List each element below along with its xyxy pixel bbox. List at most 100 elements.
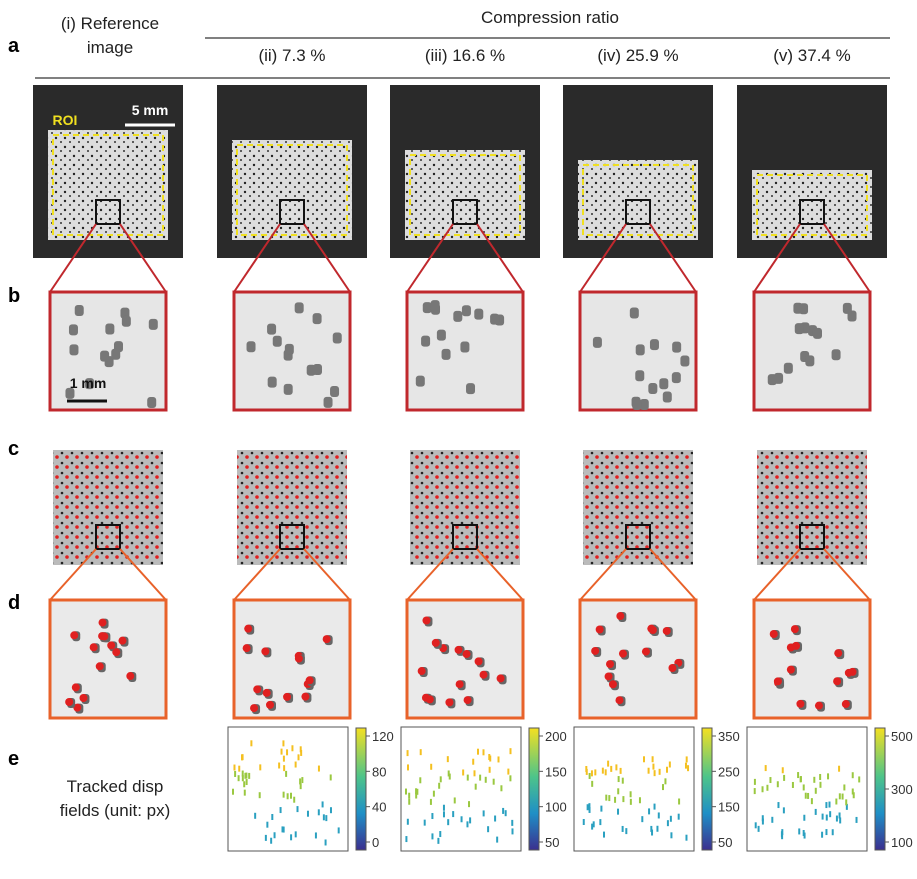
tracked-point bbox=[99, 619, 107, 627]
tracked-point bbox=[791, 625, 799, 633]
colorbar-tick-label: 50 bbox=[545, 835, 559, 850]
tracked-point bbox=[668, 664, 676, 672]
speckle bbox=[650, 339, 659, 350]
speckle bbox=[324, 397, 333, 408]
tracked-point bbox=[263, 689, 271, 697]
colorbar-tick-label: 50 bbox=[718, 835, 732, 850]
tracked-point bbox=[283, 693, 291, 701]
speckle bbox=[295, 302, 304, 313]
speckle bbox=[313, 313, 322, 324]
speckle bbox=[453, 311, 462, 322]
speckle bbox=[813, 328, 822, 339]
tracked-point bbox=[96, 662, 104, 670]
tracked bbox=[237, 450, 347, 565]
tracked bbox=[410, 450, 520, 565]
colorbar-tick-label: 100 bbox=[545, 800, 567, 815]
panel-label: d bbox=[8, 592, 20, 615]
plot bbox=[747, 727, 867, 851]
tracked-point bbox=[306, 676, 314, 684]
speckle bbox=[795, 323, 804, 334]
tracked-point bbox=[615, 696, 623, 704]
speckle bbox=[267, 324, 276, 335]
panel-label: a bbox=[8, 35, 19, 58]
tracked-point bbox=[456, 680, 464, 688]
speckle bbox=[648, 383, 657, 394]
plot bbox=[401, 727, 521, 851]
tracked-point bbox=[301, 693, 309, 701]
column-header: (iv) 25.9 % bbox=[558, 46, 718, 66]
speckle bbox=[672, 372, 681, 383]
speckle bbox=[774, 373, 783, 384]
speckle bbox=[659, 378, 668, 389]
sample bbox=[405, 150, 525, 240]
speckle bbox=[421, 336, 430, 347]
colorbar-tick-label: 40 bbox=[372, 800, 386, 815]
tracked-point bbox=[100, 632, 108, 640]
tracked-point bbox=[605, 672, 613, 680]
tracked-point bbox=[90, 643, 98, 651]
tracked-point bbox=[432, 639, 440, 647]
speckle bbox=[75, 305, 84, 316]
panel-label: e bbox=[8, 748, 19, 771]
colorbar-tick-label: 500 bbox=[891, 729, 913, 744]
speckle bbox=[147, 397, 156, 408]
tracked-point bbox=[250, 704, 258, 712]
tracked-point bbox=[663, 627, 671, 635]
tracked-point bbox=[65, 698, 73, 706]
tracked-point bbox=[475, 657, 483, 665]
speckle bbox=[273, 336, 282, 347]
speckle bbox=[636, 344, 645, 355]
speckle bbox=[111, 349, 120, 360]
tracked-point bbox=[422, 616, 430, 624]
speckle bbox=[490, 314, 499, 325]
speckle bbox=[460, 341, 469, 352]
tracked-point bbox=[849, 668, 857, 676]
scale-label: 5 mm bbox=[120, 102, 180, 118]
tracked-point bbox=[244, 625, 252, 633]
tracked-point bbox=[295, 655, 303, 663]
plot bbox=[574, 727, 694, 851]
tracked bbox=[583, 450, 693, 565]
sample bbox=[752, 170, 872, 240]
speckle bbox=[466, 383, 475, 394]
speckle bbox=[69, 324, 78, 335]
tracked-point bbox=[833, 677, 841, 685]
tracked-point bbox=[72, 683, 80, 691]
tracked-point bbox=[112, 648, 120, 656]
speckle bbox=[149, 319, 158, 330]
tracked-point bbox=[787, 666, 795, 674]
tracked-point bbox=[243, 644, 251, 652]
tracked-point bbox=[596, 625, 604, 633]
tracked-point bbox=[79, 694, 87, 702]
speckle bbox=[333, 332, 342, 343]
speckle bbox=[799, 303, 808, 314]
colorbar-tick-label: 200 bbox=[545, 729, 567, 744]
tracked-point bbox=[792, 642, 800, 650]
speckle bbox=[474, 309, 483, 320]
speckle bbox=[593, 337, 602, 348]
row-label: Tracked disp fields (unit: px) bbox=[45, 775, 185, 823]
tracked bbox=[53, 450, 163, 565]
tracked-point bbox=[480, 671, 488, 679]
speckle bbox=[285, 344, 294, 355]
colorbar-tick-label: 100 bbox=[891, 835, 913, 850]
colorbar-tick-label: 300 bbox=[891, 782, 913, 797]
tracked-point bbox=[261, 647, 269, 655]
tracked-point bbox=[606, 660, 614, 668]
tracked-point bbox=[770, 630, 778, 638]
colorbar bbox=[529, 728, 539, 850]
speckle bbox=[268, 377, 277, 388]
tracked-point bbox=[426, 695, 434, 703]
tracked-point bbox=[642, 648, 650, 656]
speckle bbox=[313, 364, 322, 375]
tracked-point bbox=[497, 674, 505, 682]
tracked-point bbox=[774, 677, 782, 685]
colorbar-tick-label: 120 bbox=[372, 729, 394, 744]
speckle bbox=[416, 376, 425, 387]
tracked-point bbox=[323, 635, 331, 643]
column-header: (i) Reference image bbox=[40, 12, 180, 60]
tracked-point bbox=[455, 646, 463, 654]
speckle bbox=[423, 302, 432, 313]
panel-label: c bbox=[8, 438, 19, 461]
zoom bbox=[754, 600, 870, 718]
